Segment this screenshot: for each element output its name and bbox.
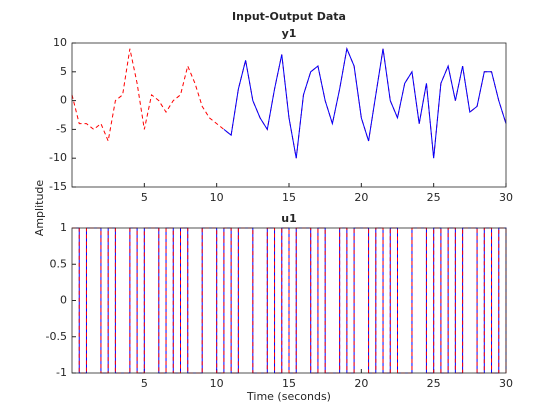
y-axis-label: Amplitude [33, 180, 46, 237]
y-tick-label: 5 [60, 65, 67, 78]
x-tick-label: 20 [354, 191, 368, 204]
data-line [223, 47, 507, 159]
x-tick-label: 5 [141, 377, 148, 390]
chart-title: Input-Output Data [232, 10, 346, 23]
x-tick-label: 25 [427, 377, 441, 390]
data-line [72, 227, 507, 374]
y-tick-label: -0.5 [46, 330, 67, 343]
y-tick-label: -1 [56, 366, 67, 379]
y-tick-label: 10 [53, 36, 67, 49]
x-tick-label: 5 [141, 191, 148, 204]
subplot-title: y1 [282, 27, 297, 40]
axes-box [71, 227, 507, 374]
x-tick-label: 25 [427, 191, 441, 204]
x-tick-label: 10 [210, 377, 224, 390]
x-tick-label: 10 [210, 191, 224, 204]
y-tick-label: -10 [49, 151, 67, 164]
y-tick-label: 0.5 [50, 257, 68, 270]
x-axis-label: Time (seconds) [246, 390, 331, 403]
subplot-title: u1 [281, 212, 297, 225]
y-tick-label: 1 [60, 221, 67, 234]
x-tick-label: 30 [499, 377, 513, 390]
x-tick-label: 30 [499, 191, 513, 204]
x-tick-label: 15 [282, 191, 296, 204]
y-tick-label: 0 [60, 294, 67, 307]
y-tick-label: 0 [60, 94, 67, 107]
y-tick-label: -5 [56, 122, 67, 135]
axes-box [71, 42, 507, 188]
x-tick-label: 15 [282, 377, 296, 390]
y-tick-label: -15 [49, 180, 67, 193]
x-tick-label: 20 [354, 377, 368, 390]
